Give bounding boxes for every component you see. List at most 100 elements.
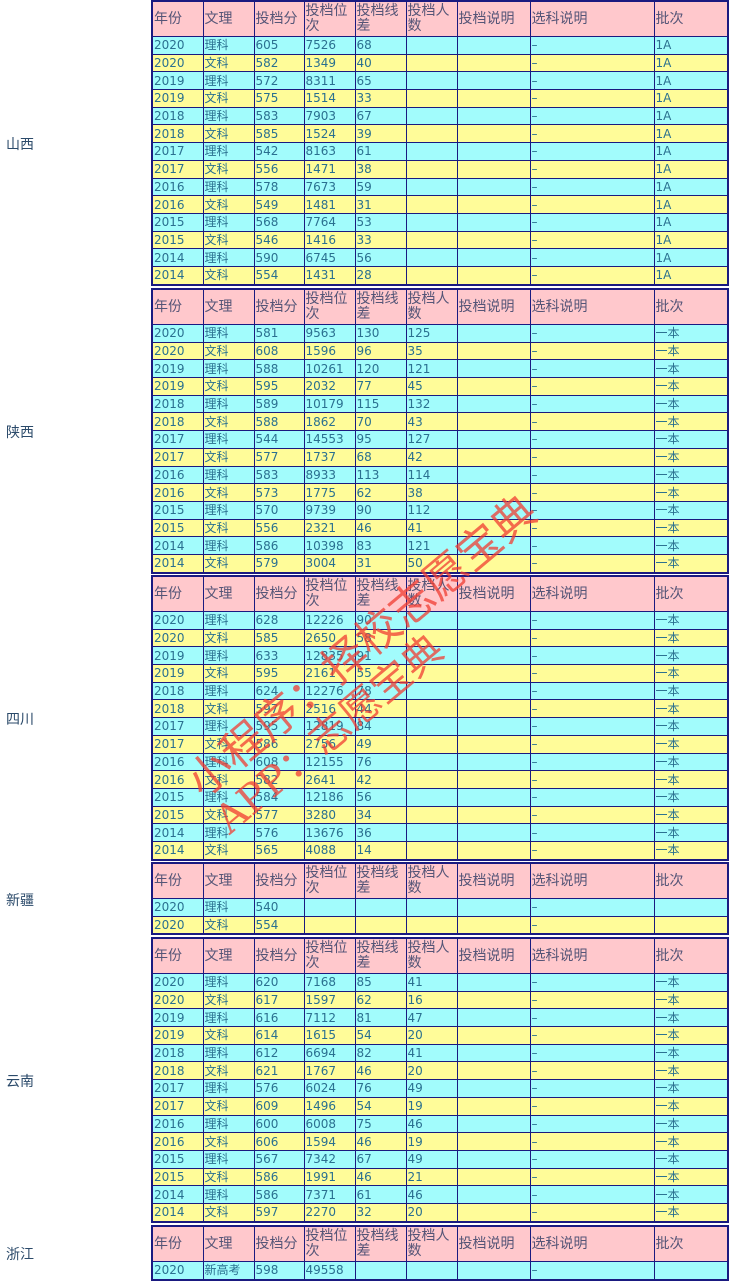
table-cell: 理科 xyxy=(202,752,255,772)
table-row: 2014 文科 597 2270 32 20 – 一本 xyxy=(151,1202,729,1223)
column-header: 年份 xyxy=(151,937,204,974)
table-cell: 45 xyxy=(405,377,458,396)
table-cell: 85 xyxy=(354,973,407,992)
table-cell: 14553 xyxy=(303,430,356,449)
table-cell: 6008 xyxy=(303,1114,356,1134)
table-cell: 2018 xyxy=(151,394,204,414)
table-cell: 理科 xyxy=(202,1185,255,1204)
table-cell xyxy=(456,611,531,630)
table-row: 2018 文科 585 1524 39 –1A xyxy=(151,124,729,144)
table-cell: 理科 xyxy=(202,1043,255,1063)
table-cell: 606 xyxy=(253,1132,305,1151)
table-cell xyxy=(405,106,458,126)
table-cell: 8311 xyxy=(303,71,356,91)
table-cell: 理科 xyxy=(202,1114,255,1134)
table-cell: 一本 xyxy=(653,646,729,666)
table-cell xyxy=(405,248,458,267)
table-cell xyxy=(354,915,407,935)
table-cell: 2020 xyxy=(151,341,204,361)
table-cell: 2756 xyxy=(303,734,356,754)
table-cell xyxy=(405,265,458,286)
table-cell: – xyxy=(529,430,655,449)
table-cell: 1737 xyxy=(303,447,356,467)
table-cell xyxy=(456,230,531,250)
table-cell xyxy=(456,359,531,379)
table-cell: 46 xyxy=(354,1132,407,1151)
table-cell: 12276 xyxy=(303,681,356,701)
table-cell xyxy=(456,553,531,574)
column-header: 选科说明 xyxy=(529,575,655,612)
table-cell: 586 xyxy=(253,1185,305,1204)
table-cell: 2014 xyxy=(151,536,204,555)
table-cell: 理科 xyxy=(202,536,255,555)
table-cell: 理科 xyxy=(202,1079,255,1098)
table-cell: 2016 xyxy=(151,465,204,485)
header-row: 年份 文理 投档分 投档位次 投档线差 投档人数 投档说明 选科说明 批次 xyxy=(151,937,729,974)
table-cell xyxy=(405,664,458,683)
table-cell: 2020 xyxy=(151,973,204,992)
table-cell: – xyxy=(529,518,655,538)
table-cell xyxy=(456,159,531,179)
table-row: 2015 理科 584 12186 56 – 一本 xyxy=(151,787,729,807)
column-header: 年份 xyxy=(151,288,204,325)
table-cell: 132 xyxy=(405,394,458,414)
table-cell: 56 xyxy=(354,248,407,267)
table-cell: 一本 xyxy=(653,518,729,538)
column-header: 年份 xyxy=(151,0,204,37)
table-cell: – xyxy=(529,898,655,917)
table-cell xyxy=(456,973,531,992)
table-cell: 49 xyxy=(405,1149,458,1169)
table-cell: 2020 xyxy=(151,898,204,917)
table-cell xyxy=(456,646,531,666)
table-cell xyxy=(456,1061,531,1081)
table-cell: 8933 xyxy=(303,465,356,485)
table-cell: 一本 xyxy=(653,1079,729,1098)
table-cell: 文科 xyxy=(202,518,255,538)
table-cell: – xyxy=(529,465,655,485)
table-cell: 文科 xyxy=(202,89,255,108)
column-header: 投档线差 xyxy=(354,1225,407,1262)
table-cell xyxy=(456,1026,531,1045)
table-row: 2018 理科 583 7903 67 –1A xyxy=(151,106,729,126)
table-cell: 一本 xyxy=(653,1043,729,1063)
table-cell: 28 xyxy=(354,265,407,286)
table-row: 2016 理科 578 7673 59 –1A xyxy=(151,177,729,197)
table-cell: 文科 xyxy=(202,1202,255,1223)
table-cell: 理科 xyxy=(202,212,255,232)
table-cell: 一本 xyxy=(653,805,729,825)
table-cell: 608 xyxy=(253,341,305,361)
table-cell: 一本 xyxy=(653,341,729,361)
table-cell: 7526 xyxy=(303,36,356,55)
table-cell: 理科 xyxy=(202,394,255,414)
table-cell: 6745 xyxy=(303,248,356,267)
table-cell: 一本 xyxy=(653,628,729,648)
table-cell: 1524 xyxy=(303,124,356,144)
table-cell: 549 xyxy=(253,195,305,214)
table-cell: 585 xyxy=(253,124,305,144)
table-row: 2018 理科 624 12276 78 – 一本 xyxy=(151,681,729,701)
province-label: 陕西 xyxy=(6,424,34,441)
table-cell: 一本 xyxy=(653,664,729,683)
table-cell: 38 xyxy=(405,483,458,502)
table-cell: 文科 xyxy=(202,124,255,144)
table-cell: 1481 xyxy=(303,195,356,214)
table-cell xyxy=(456,915,531,935)
table-cell: 10261 xyxy=(303,359,356,379)
table-cell: – xyxy=(529,628,655,648)
table-cell: 55 xyxy=(354,664,407,683)
table-cell: 38 xyxy=(354,159,407,179)
column-header: 投档说明 xyxy=(456,575,531,612)
table-cell: 2017 xyxy=(151,142,204,161)
table-cell: – xyxy=(529,106,655,126)
table-cell: 2018 xyxy=(151,124,204,144)
table-cell: 2019 xyxy=(151,1026,204,1045)
table-cell: 文科 xyxy=(202,447,255,467)
table-cell xyxy=(456,1260,531,1281)
table-cell: 584 xyxy=(253,787,305,807)
table-cell xyxy=(456,536,531,555)
table-cell: 一本 xyxy=(653,787,729,807)
table-cell xyxy=(405,787,458,807)
table-cell: 20 xyxy=(405,1026,458,1045)
table-cell: 6024 xyxy=(303,1079,356,1098)
table-cell xyxy=(456,265,531,286)
